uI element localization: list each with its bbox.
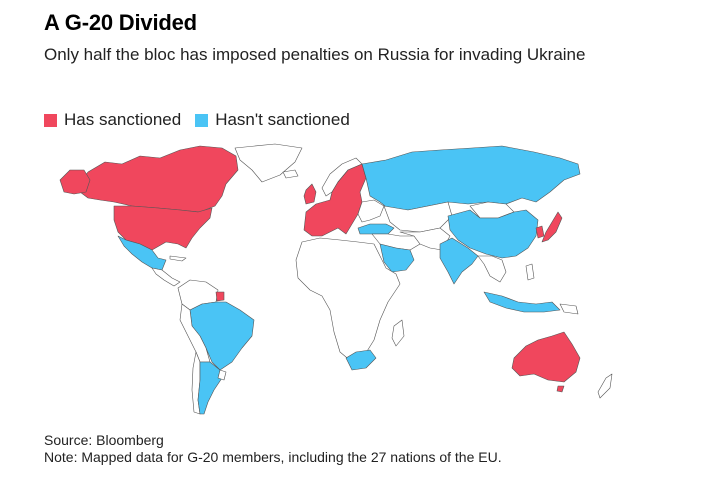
legend-item-not-sanctioned: Hasn't sanctioned — [195, 110, 350, 130]
country-united-kingdom — [303, 183, 317, 205]
country-png — [559, 303, 579, 315]
footer: Source: Bloomberg Note: Mapped data for … — [44, 432, 502, 466]
legend-item-sanctioned: Has sanctioned — [44, 110, 181, 130]
country-canada — [77, 145, 239, 213]
country-saudi-arabia — [379, 243, 415, 273]
country-eastern-europe — [357, 199, 385, 223]
country-south-korea — [535, 225, 545, 239]
country-mexico — [117, 235, 167, 271]
country-argentina — [197, 361, 223, 415]
country-south-africa — [345, 349, 377, 371]
country-russia — [361, 145, 581, 211]
country-cuba — [169, 255, 187, 262]
country-australia — [511, 331, 581, 383]
country-new-zealand — [597, 373, 613, 399]
country-central-america — [151, 267, 181, 287]
legend-label-not-sanctioned: Hasn't sanctioned — [215, 110, 350, 129]
chart-subtitle: Only half the bloc has imposed penalties… — [44, 45, 586, 64]
legend-label-sanctioned: Has sanctioned — [64, 110, 182, 129]
country-southeast-asia — [477, 255, 507, 283]
country-french-guiana — [215, 291, 225, 302]
country-turkey — [357, 223, 395, 235]
country-alaska — [59, 169, 91, 195]
world-map — [59, 143, 613, 415]
country-tasmania — [556, 385, 565, 393]
source-note: Source: Bloomberg — [44, 432, 164, 448]
country-africa — [295, 237, 401, 363]
legend: Has sanctioned Hasn't sanctioned — [44, 110, 364, 130]
country-madagascar — [391, 319, 405, 347]
country-uruguay — [217, 369, 227, 381]
country-china — [447, 209, 539, 259]
legend-swatch-not-sanctioned — [195, 113, 209, 127]
country-philippines — [525, 263, 535, 281]
country-indonesia — [483, 291, 561, 313]
country-usa — [113, 205, 213, 251]
footnote: Note: Mapped data for G-20 members, incl… — [44, 449, 502, 465]
country-greenland — [234, 143, 303, 183]
country-middle-east — [371, 233, 421, 251]
country-iceland — [282, 169, 299, 179]
country-india — [439, 237, 479, 285]
legend-swatch-sanctioned — [44, 113, 57, 127]
country-central-asia — [383, 201, 453, 233]
chart-title: A G-20 Divided — [44, 10, 197, 35]
country-japan — [541, 211, 563, 243]
